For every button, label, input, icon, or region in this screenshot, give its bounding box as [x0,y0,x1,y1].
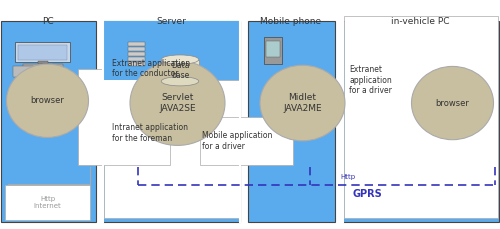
Ellipse shape [161,77,199,86]
Text: Servlet
JAVA2SE: Servlet JAVA2SE [159,93,196,113]
Bar [128,47,145,51]
Text: Http
Internet: Http Internet [34,196,62,209]
Text: Data
base: Data base [171,61,189,80]
Ellipse shape [130,61,225,145]
Text: browser: browser [436,98,470,108]
Text: PC: PC [42,17,54,26]
Bar [38,61,48,65]
Ellipse shape [161,55,199,64]
Bar [12,66,32,77]
Text: Midlet
JAVA2ME: Midlet JAVA2ME [283,93,322,113]
Bar [102,21,240,222]
Text: in-vehicle PC: in-vehicle PC [391,17,450,26]
Text: Intranet application
for the foreman: Intranet application for the foreman [112,123,188,142]
Text: GPRS: GPRS [352,188,382,199]
Bar [344,16,498,218]
Bar [266,41,280,57]
Bar [128,57,145,61]
Bar [248,21,335,222]
Bar [342,21,498,222]
Bar [128,52,145,56]
Bar [128,62,145,66]
Bar [102,21,240,80]
Bar [200,117,292,165]
Bar [128,42,145,46]
Text: Http: Http [340,174,355,180]
Ellipse shape [260,65,345,141]
Bar [264,37,281,64]
Bar [78,69,170,165]
Bar [104,80,238,218]
Text: Extranet application
for the conductor: Extranet application for the conductor [112,59,190,78]
Bar [161,60,199,81]
Bar [5,185,90,220]
Text: Server: Server [156,17,186,26]
Text: browser: browser [30,96,64,105]
Ellipse shape [412,66,494,140]
Text: Extranet
application
for a driver: Extranet application for a driver [349,65,392,95]
Text: Mobile application
for a driver: Mobile application for a driver [202,131,273,150]
Ellipse shape [6,64,88,137]
Text: Mobile phone: Mobile phone [260,17,322,26]
Bar [18,45,67,60]
Bar [1,21,96,222]
Bar [15,42,70,62]
Bar [22,64,62,68]
